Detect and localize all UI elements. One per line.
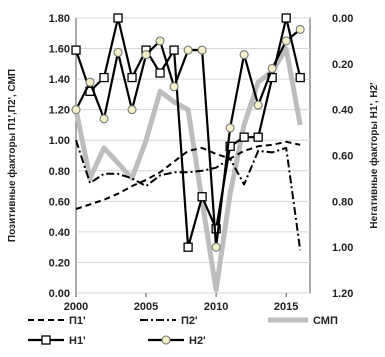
left-tick-label: 1.00: [49, 135, 70, 147]
left-axis-title: Позитивные факторы П1',П2', СМП: [6, 69, 18, 242]
series-marker: [113, 13, 123, 23]
series-marker: [99, 72, 109, 83]
legend-label: H2': [189, 335, 206, 347]
x-tick-label: 2005: [134, 301, 158, 313]
series-marker: [225, 141, 235, 151]
legend-marker: [41, 335, 51, 345]
series-marker: [183, 45, 193, 55]
series-marker: [169, 82, 179, 92]
left-tick-label: 1.20: [49, 105, 70, 117]
legend-label: П2': [181, 315, 198, 327]
series-marker: [239, 132, 249, 142]
x-tick-label: 2010: [204, 301, 228, 313]
series-marker: [211, 242, 221, 252]
right-tick-label: 0.40: [332, 105, 353, 117]
left-tick-label: 0.20: [49, 257, 70, 269]
x-tick-label: 2015: [274, 301, 298, 313]
right-tick-label: 0.80: [332, 196, 353, 208]
legend-entry: СМП: [268, 315, 338, 327]
right-tick-label: 0.60: [332, 151, 353, 163]
series-1: [75, 139, 302, 251]
left-tick-label: 1.80: [49, 13, 70, 25]
series-marker: [281, 36, 291, 46]
legend-label: П1': [69, 315, 86, 327]
left-tick-label: 1.40: [49, 74, 70, 86]
legend-entry: H1': [28, 335, 86, 347]
series-marker: [71, 105, 81, 115]
right-tick-label: 1.00: [332, 242, 353, 254]
series-3: [71, 13, 305, 252]
left-tick-label: 0.40: [49, 227, 70, 239]
series-2: [73, 46, 303, 293]
left-axis-ticks: 0.00 0.20 0.40 0.60 0.80 1.00 1.20 1.40 1.60 1.80: [49, 13, 70, 300]
series-marker: [99, 114, 109, 124]
series-marker: [141, 50, 151, 60]
legend-label: H1': [69, 335, 86, 347]
series-marker: [85, 77, 95, 87]
series-marker: [113, 47, 123, 57]
left-tick-label: 1.60: [49, 44, 70, 56]
right-tick-label: 0.00: [332, 13, 353, 25]
series-4: [71, 24, 305, 252]
series-marker: [197, 45, 207, 55]
series-marker: [155, 68, 165, 78]
series-marker: [71, 45, 81, 55]
series-marker: [253, 100, 263, 110]
series-line: [73, 46, 303, 293]
series-marker: [281, 13, 291, 23]
left-tick-label: 0.00: [49, 288, 70, 300]
legend: П1' П2' СМП H1' H2': [28, 315, 338, 347]
legend-marker: [161, 335, 171, 345]
series-marker: [127, 105, 137, 115]
legend-entry: H2': [148, 335, 206, 347]
x-tick-label: 2000: [64, 301, 88, 313]
right-tick-label: 0.20: [332, 59, 353, 71]
right-axis-title: Негативные факторы H1', H2': [368, 82, 380, 228]
series-layer: [71, 13, 305, 293]
right-tick-label: 1.20: [332, 288, 353, 300]
series-line: [75, 139, 302, 251]
series-marker: [239, 50, 249, 60]
left-tick-label: 0.60: [49, 196, 70, 208]
series-marker: [295, 24, 305, 35]
series-marker: [267, 63, 277, 73]
legend-entry: П1': [28, 315, 86, 327]
series-marker: [295, 72, 305, 83]
left-tick-label: 0.80: [49, 166, 70, 178]
series-marker: [225, 123, 235, 133]
series-marker: [155, 36, 165, 46]
series-marker: [253, 132, 263, 142]
series-marker: [127, 72, 137, 83]
series-marker: [183, 242, 193, 252]
legend-label: СМП: [313, 315, 338, 327]
right-axis-ticks: 0.00 0.20 0.40 0.60 0.80 1.00 1.20: [332, 13, 353, 300]
series-marker: [197, 192, 207, 202]
legend-entry: П2': [140, 315, 198, 327]
x-axis-ticks: 2000 2005 2010 2015: [64, 293, 298, 313]
series-marker: [169, 45, 179, 55]
